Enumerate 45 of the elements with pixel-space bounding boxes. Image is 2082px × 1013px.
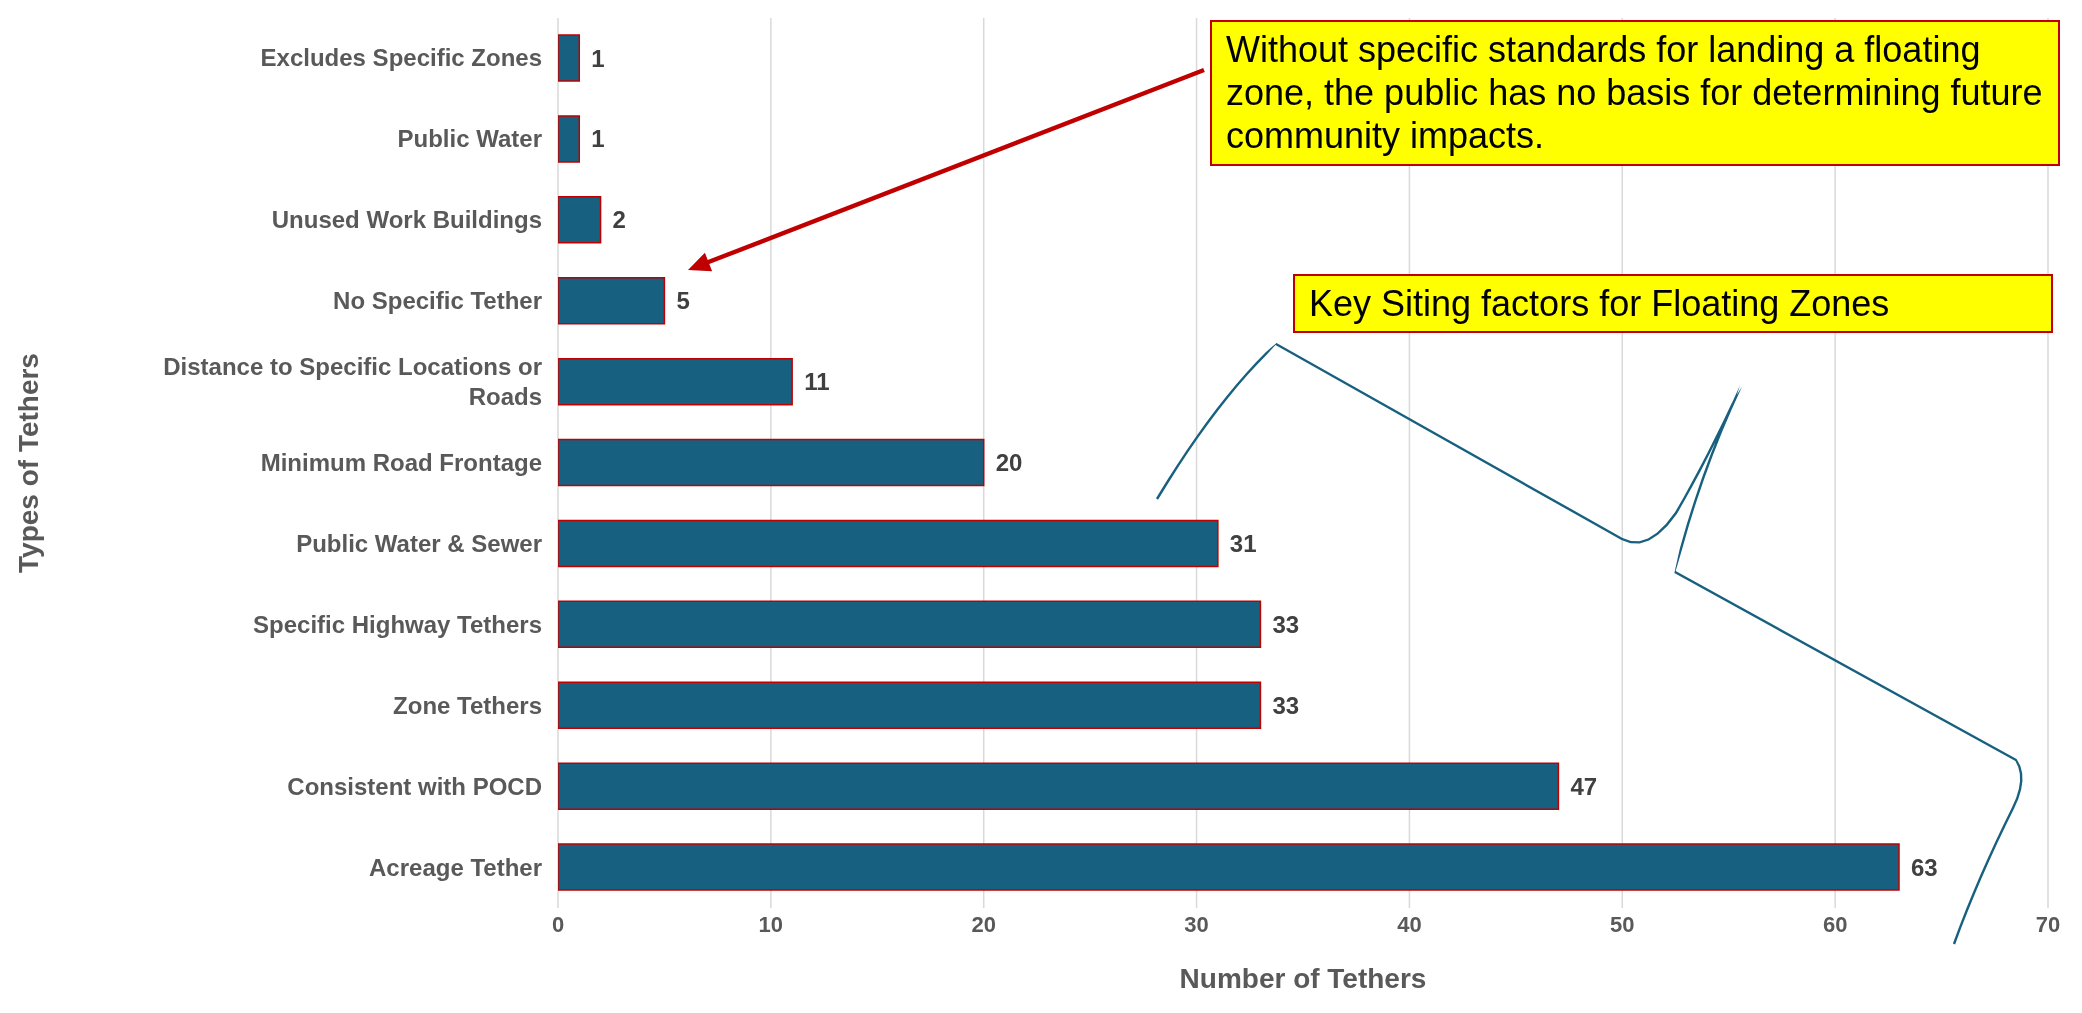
x-tick-label: 20 [971,911,996,937]
bar [558,762,1560,810]
x-tick-label: 0 [551,911,565,937]
x-tick-label: 10 [758,911,784,937]
x-tick-label: 40 [1397,911,1422,937]
x-axis-title: Number of Tethers [1179,963,1427,994]
y-tick-label: Consistent with POCD [287,772,542,800]
data-label: 33 [1272,610,1300,638]
data-label: 31 [1229,529,1257,557]
y-tick-label: Acreage Tether [369,853,542,881]
y-tick-label: No Specific Tether [333,287,542,315]
y-axis-title: Types of Tethers [12,353,44,573]
y-tick-label: Zone Tethers [393,691,542,719]
data-label: 2 [612,206,626,234]
bar [558,843,1900,891]
x-tick-label: 60 [1822,911,1848,937]
data-label: 11 [804,368,830,396]
bar [558,519,1219,568]
bar [558,34,581,82]
bar [558,600,1262,649]
y-tick-label: Minimum Road Frontage [260,449,542,476]
bar [558,357,793,406]
bar [558,681,1262,730]
y-tick-label: Public Water [397,125,542,153]
y-tick-label: Distance to Specific Locations or Roads [163,353,542,411]
x-tick-label: 30 [1184,911,1209,937]
x-tick-label: 50 [1610,911,1635,937]
callout-box: Without specific standards for landing a floating zone, the public has no basis for determining future community impacts. [1210,20,2060,166]
data-label: 20 [995,449,1023,477]
bar [558,115,581,163]
data-label: 33 [1272,691,1300,719]
bar [558,276,666,325]
x-tick-label: 70 [2035,911,2061,937]
data-label: 47 [1570,772,1598,800]
data-label: 5 [676,287,690,315]
y-tick-label: Unused Work Buildings [271,206,542,234]
bar [558,196,602,244]
y-tick-label: Specific Highway Tethers [253,610,542,638]
bar [558,438,985,487]
data-label: 1 [591,44,605,72]
callout-box: Key Siting factors for Floating Zones [1293,274,2053,334]
data-label: 63 [1911,853,1938,881]
y-tick-label: Public Water & Sewer [296,529,542,557]
y-tick-label: Excludes Specific Zones [260,44,542,72]
data-label: 1 [591,125,605,153]
